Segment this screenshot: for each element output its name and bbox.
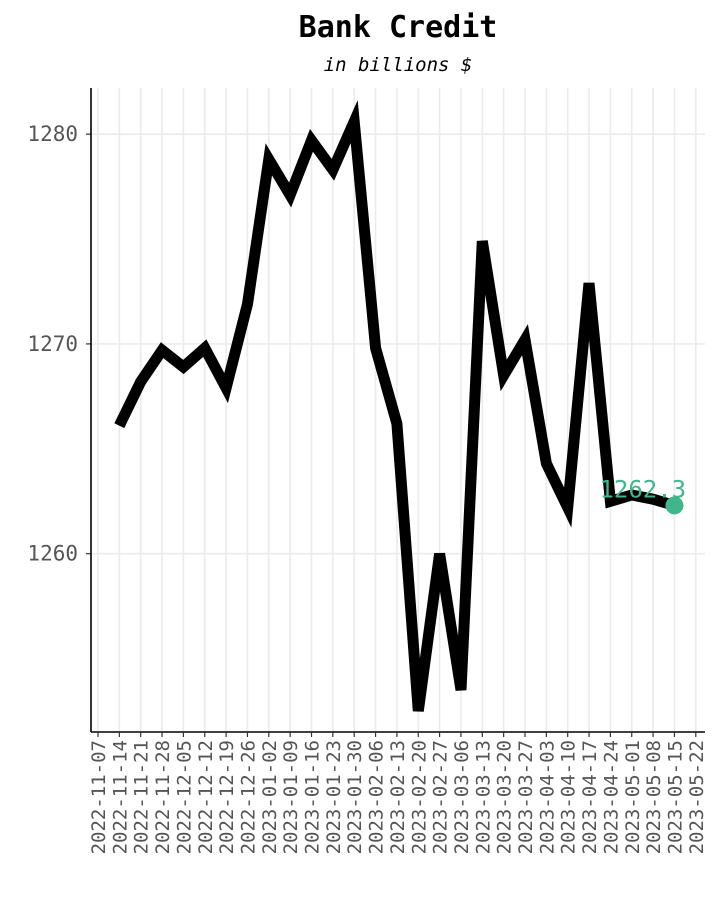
last-value-label: 1262.3 xyxy=(599,475,686,503)
x-tick-label: 2023-04-03 xyxy=(536,740,558,854)
y-tick-label: 1260 xyxy=(27,542,78,566)
x-tick-label: 2022-12-26 xyxy=(237,740,259,854)
series-line xyxy=(114,100,677,712)
x-tick-label: 2023-01-09 xyxy=(280,740,302,854)
grid-lines xyxy=(91,88,705,732)
x-tick-label: 2023-03-13 xyxy=(472,740,494,854)
y-tick-label: 1280 xyxy=(27,122,78,146)
x-tick-label: 2023-03-06 xyxy=(451,740,473,854)
y-tick-labels: 1260 1270 1280 xyxy=(27,122,78,566)
x-tick-label: 2023-05-22 xyxy=(686,740,708,854)
x-tick-label: 2023-02-13 xyxy=(387,740,409,854)
x-tick-label: 2023-02-20 xyxy=(408,740,430,854)
x-tick-label: 2023-02-27 xyxy=(430,740,452,854)
x-tick-label: 2023-04-24 xyxy=(600,740,622,854)
x-tick-label: 2023-02-06 xyxy=(366,740,388,854)
x-tick-label: 2023-03-20 xyxy=(494,740,516,854)
x-tick-label: 2022-11-21 xyxy=(131,740,153,854)
x-tick-label: 2023-05-01 xyxy=(622,740,644,854)
x-tick-label: 2023-01-30 xyxy=(344,740,366,854)
axes xyxy=(86,88,705,737)
last-value-point xyxy=(665,496,684,515)
x-tick-label: 2023-04-10 xyxy=(558,740,580,854)
chart-title: Bank Credit xyxy=(299,10,498,45)
x-tick-label: 2022-11-14 xyxy=(109,740,131,854)
y-tick-label: 1270 xyxy=(27,332,78,356)
x-tick-label: 2023-01-16 xyxy=(302,740,324,854)
x-tick-label: 2022-11-28 xyxy=(152,740,174,854)
chart-subtitle: in billions $ xyxy=(324,54,473,76)
x-tick-label: 2023-01-02 xyxy=(259,740,281,854)
last-value-annotation: 1262.3 xyxy=(599,475,686,515)
x-tick-label: 2023-03-27 xyxy=(515,740,537,854)
x-tick-label: 2023-04-17 xyxy=(579,740,601,854)
x-tick-label: 2023-05-15 xyxy=(664,740,686,854)
series-layer xyxy=(114,100,677,712)
x-tick-label: 2023-01-23 xyxy=(323,740,345,854)
x-tick-label: 2022-12-12 xyxy=(195,740,217,854)
x-tick-label: 2022-12-19 xyxy=(216,740,238,854)
x-tick-label: 2022-11-07 xyxy=(88,740,110,854)
x-tick-label: 2022-12-05 xyxy=(173,740,195,854)
x-tick-labels: 2022-11-07 2022-11-14 2022-11-21 2022-11-28… xyxy=(88,740,708,854)
x-tick-label: 2023-05-08 xyxy=(643,740,665,854)
